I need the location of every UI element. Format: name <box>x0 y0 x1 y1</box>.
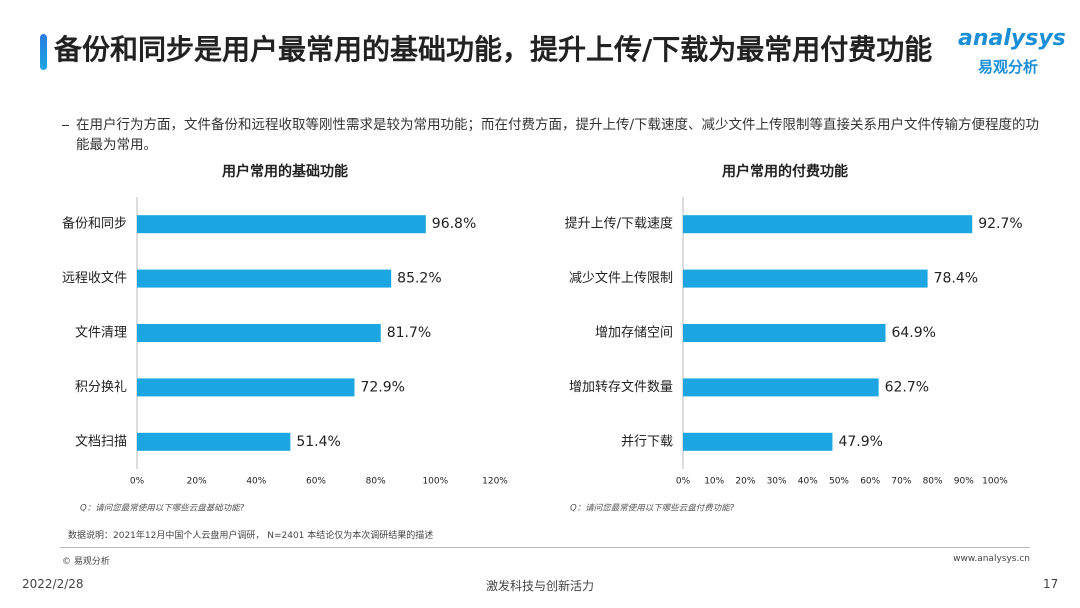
logo-brand: analysys <box>958 26 1066 51</box>
x-tick-label: 40% <box>798 477 818 487</box>
x-tick-label: 80% <box>923 477 943 487</box>
bar <box>137 378 355 397</box>
copyright: © 易观分析 <box>62 557 110 567</box>
website: www.analysys.cn <box>953 554 1030 564</box>
category-label: 减少文件上传限制 <box>569 271 673 286</box>
value-label: 78.4% <box>934 271 978 287</box>
title-accent <box>40 34 47 70</box>
slogan: 激发科技与创新活力 <box>485 579 594 593</box>
x-tick-label: 10% <box>704 477 724 487</box>
slide-title: 备份和同步是用户最常用的基础功能，提升上传/下载为最常用付费功能 <box>54 33 933 66</box>
category-label: 增加存储空间 <box>595 326 673 341</box>
category-label: 并行下载 <box>621 434 673 449</box>
value-label: 92.7% <box>978 216 1022 232</box>
date: 2022/2/28 <box>22 577 84 591</box>
category-label: 提升上传/下载速度 <box>565 216 673 232</box>
bar <box>137 215 426 234</box>
category-label: 文件清理 <box>75 326 127 341</box>
x-tick-label: 100% <box>422 477 448 487</box>
value-label: 81.7% <box>387 325 431 341</box>
chart-title: 用户常用的基础功能 <box>222 163 348 180</box>
page-number: 17 <box>1043 577 1059 591</box>
question-note: Q：请问您最常使用以下哪些云盘基础功能? <box>80 503 245 514</box>
category-label: 增加转存文件数量 <box>569 380 673 395</box>
x-tick-label: 60% <box>860 477 880 487</box>
value-label: 85.2% <box>397 271 441 287</box>
x-tick-label: 0% <box>130 477 145 487</box>
x-tick-label: 120% <box>482 477 508 487</box>
bar <box>683 324 886 342</box>
x-tick-label: 0% <box>676 477 691 487</box>
x-tick-label: 60% <box>306 477 326 487</box>
bullet <box>62 125 69 126</box>
bar <box>137 324 381 342</box>
value-label: 64.9% <box>891 325 935 341</box>
x-tick-label: 50% <box>829 477 849 487</box>
x-tick-label: 70% <box>891 477 911 487</box>
category-label: 备份和同步 <box>62 216 127 232</box>
logo-name: 易观分析 <box>978 58 1039 76</box>
x-tick-label: 90% <box>954 477 974 487</box>
value-label: 51.4% <box>296 434 340 450</box>
category-label: 积分换礼 <box>75 379 127 395</box>
category-label: 文档扫描 <box>75 434 127 449</box>
source-note: 数据说明：2021年12月中国个人云盘用户调研， N=2401 本结论仅为本次调… <box>68 531 434 541</box>
bar <box>137 269 392 288</box>
value-label: 96.8% <box>432 216 476 232</box>
bar <box>683 378 879 397</box>
bar <box>683 215 973 234</box>
bar <box>137 432 291 451</box>
value-label: 72.9% <box>360 379 404 395</box>
bar <box>683 432 833 451</box>
x-tick-label: 20% <box>187 477 207 487</box>
x-tick-label: 20% <box>735 477 755 487</box>
x-tick-label: 100% <box>982 477 1008 487</box>
question-note: Q：请问您最常使用以下哪些云盘付费功能? <box>570 503 735 514</box>
category-label: 远程收文件 <box>62 271 127 286</box>
x-tick-label: 30% <box>767 477 787 487</box>
chart-title: 用户常用的付费功能 <box>722 163 848 180</box>
subtitle: 在用户行为方面，文件备份和远程收取等刚性需求是较为常用功能；而在付费方面，提升上… <box>76 117 1040 153</box>
bar <box>683 269 928 288</box>
value-label: 62.7% <box>885 379 929 395</box>
x-tick-label: 80% <box>366 477 386 487</box>
x-tick-label: 40% <box>246 477 266 487</box>
value-label: 47.9% <box>838 434 882 450</box>
divider <box>60 547 1030 548</box>
